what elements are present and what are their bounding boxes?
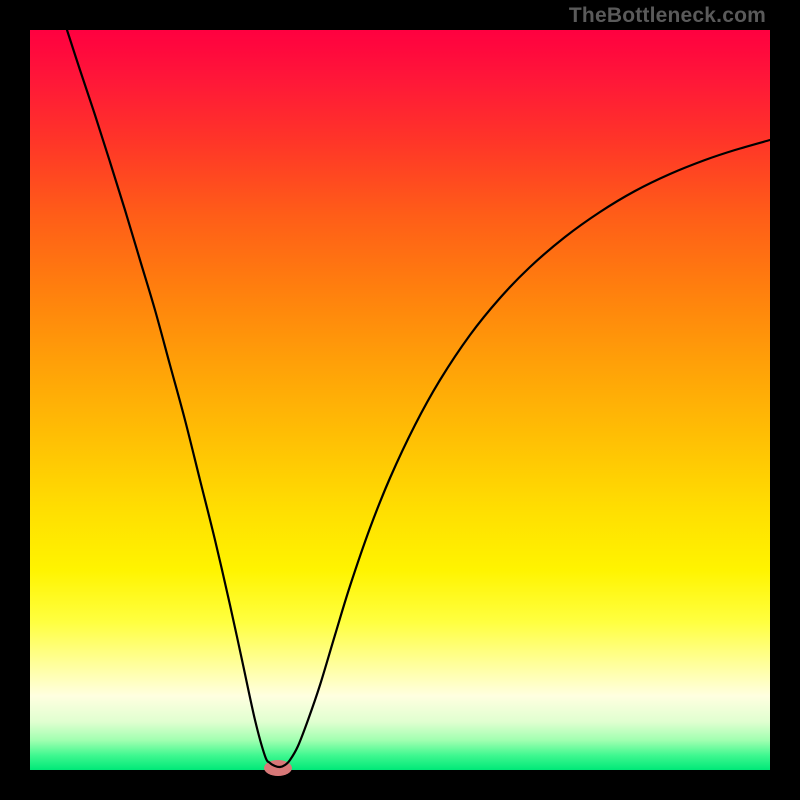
watermark-text: TheBottleneck.com: [569, 4, 766, 28]
chart-canvas: TheBottleneck.com: [0, 0, 800, 800]
bottleneck-curve: [67, 30, 770, 767]
curve-layer: [30, 30, 770, 770]
